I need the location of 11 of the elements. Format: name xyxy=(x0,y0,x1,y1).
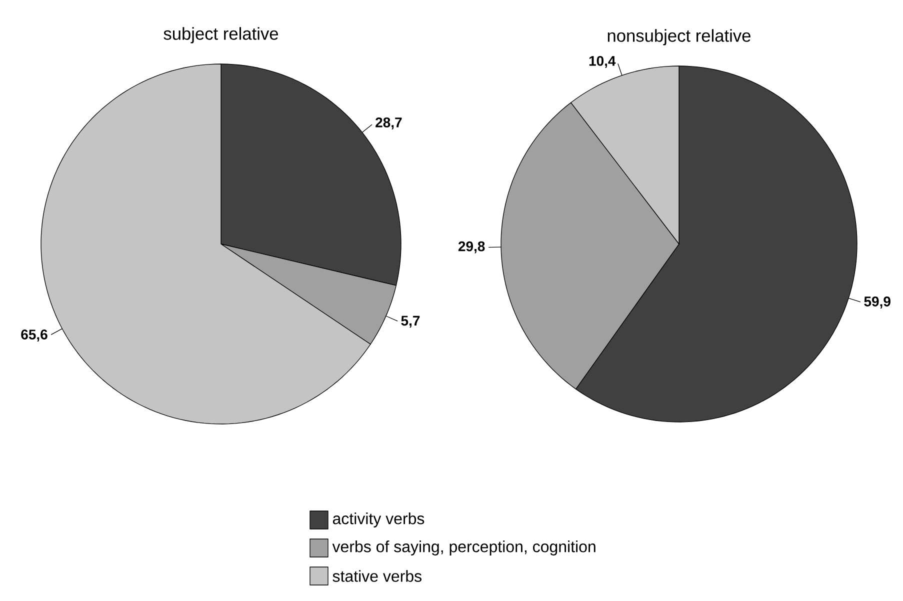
chart-title: nonsubject relative xyxy=(608,29,750,46)
data-label: 59,9 xyxy=(864,296,890,308)
chart-title: subject relative xyxy=(164,27,278,44)
data-label: 29,8 xyxy=(458,241,485,254)
legend-label: activity verbs xyxy=(332,512,424,528)
data-label: 65,6 xyxy=(21,330,48,342)
data-label: 28,7 xyxy=(376,117,402,130)
legend-label: stative verbs xyxy=(332,570,422,582)
data-label: 5,7 xyxy=(401,316,420,328)
legend-label: verbs of saying, perception, cognition xyxy=(332,540,596,556)
data-label: 10,4 xyxy=(589,56,616,68)
